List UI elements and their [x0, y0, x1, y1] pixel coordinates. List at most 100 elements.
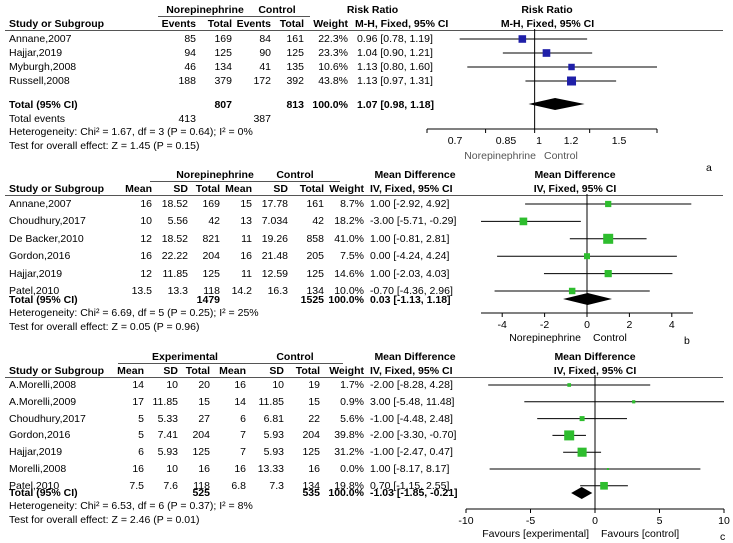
total-diamond: [528, 98, 585, 110]
group2-rule: [245, 181, 340, 182]
col-mean2: Mean: [219, 365, 246, 377]
cell: 0.96 [0.78, 1.19]: [357, 33, 433, 45]
study-name: Hajjar,2019: [9, 446, 63, 459]
total-n1: 807: [214, 99, 232, 111]
header-rule: [5, 195, 723, 196]
cell: 135: [286, 61, 304, 73]
cell: 18.2%: [334, 215, 364, 228]
header-rule: [5, 30, 723, 31]
cell: 3.00 [-5.48, 11.48]: [370, 395, 455, 408]
tick-label: 5: [657, 515, 663, 527]
total-label: Total (95% CI): [9, 294, 78, 306]
cell: 125: [302, 446, 320, 459]
total-n2: 813: [286, 99, 304, 111]
tick-label: -2: [540, 319, 549, 331]
cell: 16: [140, 250, 152, 263]
col-mean1: Mean: [117, 365, 144, 377]
study-marker: [604, 270, 612, 278]
cell: 7.41: [157, 429, 178, 442]
col-ci: IV, Fixed, 95% CI: [370, 183, 453, 195]
panel-label-a: a: [706, 162, 712, 174]
cell: 7: [240, 429, 246, 442]
cell: 10.0%: [334, 285, 364, 297]
cell: 42: [312, 215, 324, 228]
cell: 0.70 [-1.15, 2.55]: [370, 479, 450, 492]
group1-header: Norepinephrine: [166, 4, 244, 16]
col-total2: Total: [299, 183, 324, 195]
study-name: A.Morelli,2009: [9, 395, 77, 408]
cell: 0.00 [-4.24, 4.24]: [370, 250, 450, 263]
study-marker: [519, 217, 528, 226]
col-weight: Weight: [313, 18, 348, 30]
cell: 125: [286, 47, 304, 59]
cell: 204: [302, 429, 320, 442]
group2-rule: [240, 16, 310, 17]
cell: 16: [308, 463, 320, 475]
overall-effect: Test for overall effect: Z = 1.45 (P = 0…: [9, 140, 200, 152]
effect-title: Risk Ratio: [346, 4, 399, 16]
cell: 14.2: [231, 285, 252, 297]
cell: 22.22: [161, 250, 188, 263]
total-cell: 1525: [300, 294, 324, 306]
cell: 1.00 [-2.92, 4.92]: [370, 198, 450, 210]
total-events-2: 387: [253, 113, 271, 125]
cell: 20: [198, 379, 210, 391]
tick-label: 2: [626, 319, 632, 331]
col-weight: Weight: [329, 183, 364, 195]
col-plot-ci: IV, Fixed, 95% CI: [553, 365, 637, 377]
tick-label: 0.7: [447, 135, 463, 147]
cell: 821: [202, 232, 220, 245]
panel-label: c: [720, 531, 725, 543]
tick-label: -5: [526, 515, 535, 527]
cell: 23.3%: [318, 47, 348, 59]
cell: 6.81: [263, 412, 284, 425]
study-marker: [584, 253, 590, 260]
study-marker: [632, 400, 636, 404]
study-name: Patel,2010: [9, 285, 60, 297]
cell: 16: [234, 379, 246, 391]
total-cell: 100.0%: [328, 294, 364, 306]
cell: 16: [240, 250, 252, 263]
cell: 22.3%: [318, 33, 348, 45]
cell: 7.3: [269, 479, 284, 492]
col-weight: Weight: [329, 365, 364, 377]
group2-rule: [233, 363, 343, 364]
cell: 13.3: [167, 285, 188, 297]
favours-right: Favours [control]: [601, 528, 679, 540]
col-study: Study or Subgroup: [9, 183, 105, 195]
cell: 18.52: [161, 232, 188, 245]
col-total1: Total: [207, 18, 232, 30]
cell: 16: [132, 463, 144, 475]
cell: -2.00 [-8.28, 4.28]: [370, 379, 453, 391]
cell: 1.13 [0.97, 1.31]: [357, 75, 433, 87]
tick-label: 1.2: [563, 135, 579, 147]
tick-label: 1: [536, 135, 542, 147]
cell: -2.00 [-3.30, -0.70]: [370, 429, 457, 442]
cell: -0.70 [-4.36, 2.96]: [370, 285, 453, 297]
col-study: Study or Subgroup: [9, 18, 105, 30]
cell: 125: [192, 446, 210, 459]
total-events-label: Total events: [9, 113, 66, 125]
study-name: Choudhury,2017: [9, 215, 86, 228]
total-diamond: [563, 293, 613, 305]
cell: 6.8: [231, 479, 246, 492]
total-weight: 100.0%: [312, 99, 348, 111]
study-name: Hajjar,2019: [9, 47, 63, 59]
cell: 172: [253, 75, 271, 87]
cell: 12.59: [261, 267, 288, 280]
study-marker: [600, 481, 608, 490]
cell: 10: [140, 215, 152, 228]
overall-effect: Test for overall effect: Z = 0.05 (P = 0…: [9, 321, 200, 333]
header-rule: [5, 377, 723, 378]
total-diamond: [571, 487, 593, 499]
cell: 7: [240, 446, 246, 459]
col-total2: Total: [295, 365, 320, 377]
col-sd2: SD: [273, 183, 288, 195]
cell: 14: [234, 395, 246, 408]
cell: 5.93: [263, 446, 284, 459]
cell: 1.00 [-2.03, 4.03]: [370, 267, 450, 280]
cell: 15: [198, 395, 210, 408]
tick-label: 1.5: [611, 135, 627, 147]
cell: 1.13 [0.80, 1.60]: [357, 61, 433, 73]
cell: 11.85: [258, 395, 285, 408]
